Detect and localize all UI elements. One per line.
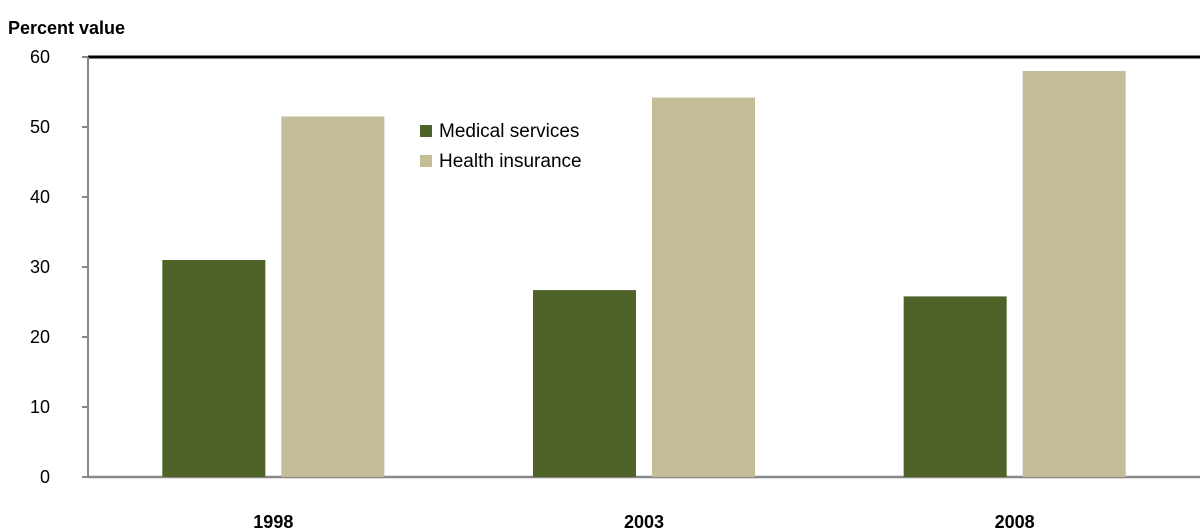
y-tick-label: 20 bbox=[30, 327, 50, 347]
legend-swatch-medical-services bbox=[420, 125, 432, 137]
bar-medical-services-2008 bbox=[903, 296, 1007, 477]
y-tick-label: 60 bbox=[30, 47, 50, 67]
legend-swatch-health-insurance bbox=[420, 155, 432, 167]
y-tick-label: 10 bbox=[30, 397, 50, 417]
y-tick-label: 40 bbox=[30, 187, 50, 207]
legend-label-health-insurance: Health insurance bbox=[439, 151, 582, 172]
x-category-label: 2003 bbox=[624, 512, 664, 532]
bar-health-insurance-2003 bbox=[652, 97, 755, 477]
x-category-label: 1998 bbox=[253, 512, 293, 532]
y-tick-label: 0 bbox=[40, 467, 50, 487]
x-category-label: 2008 bbox=[995, 512, 1035, 532]
bar-health-insurance-2008 bbox=[1022, 71, 1126, 477]
plot-area: 0 10 20 30 40 50 60 1998 2003 2008 bbox=[30, 47, 1200, 532]
bar-medical-services-2003 bbox=[533, 290, 636, 477]
legend-label-medical-services: Medical services bbox=[439, 121, 579, 142]
y-tick-label: 30 bbox=[30, 257, 50, 277]
bar-medical-services-1998 bbox=[162, 260, 266, 477]
bar-health-insurance-1998 bbox=[281, 116, 385, 477]
y-tick-label: 50 bbox=[30, 117, 50, 137]
y-axis-title: Percent value bbox=[8, 18, 125, 38]
legend: Medical services Health insurance bbox=[420, 121, 582, 172]
